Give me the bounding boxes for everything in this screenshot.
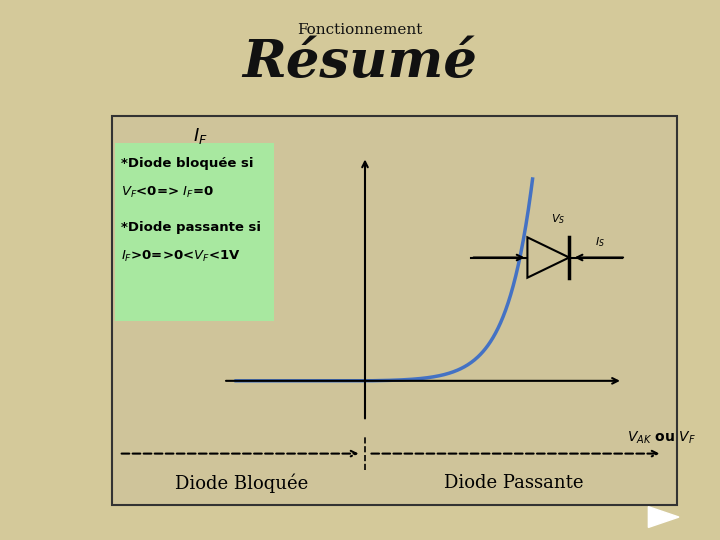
Text: Diode Bloquée: Diode Bloquée bbox=[175, 474, 309, 493]
Text: Résumé: Résumé bbox=[243, 37, 477, 87]
Text: Fonctionnement: Fonctionnement bbox=[297, 23, 423, 37]
Text: $V_F$<0=> $I_F$=0: $V_F$<0=> $I_F$=0 bbox=[121, 185, 214, 200]
Text: *Diode bloquée si: *Diode bloquée si bbox=[121, 157, 253, 170]
Text: *Diode passante si: *Diode passante si bbox=[121, 221, 261, 234]
Text: $V_{AK}$ ou $V_F$: $V_{AK}$ ou $V_F$ bbox=[627, 429, 696, 445]
Bar bbox=[112, 116, 677, 505]
Text: $I_S$: $I_S$ bbox=[595, 235, 605, 249]
Bar bbox=[115, 143, 274, 321]
Text: $I_F$: $I_F$ bbox=[192, 126, 207, 146]
Text: $I_F$>0=>0<$V_F$<1V: $I_F$>0=>0<$V_F$<1V bbox=[121, 249, 240, 265]
Polygon shape bbox=[649, 507, 679, 528]
Text: $V_S$: $V_S$ bbox=[552, 212, 565, 226]
Text: Diode Passante: Diode Passante bbox=[444, 474, 583, 492]
